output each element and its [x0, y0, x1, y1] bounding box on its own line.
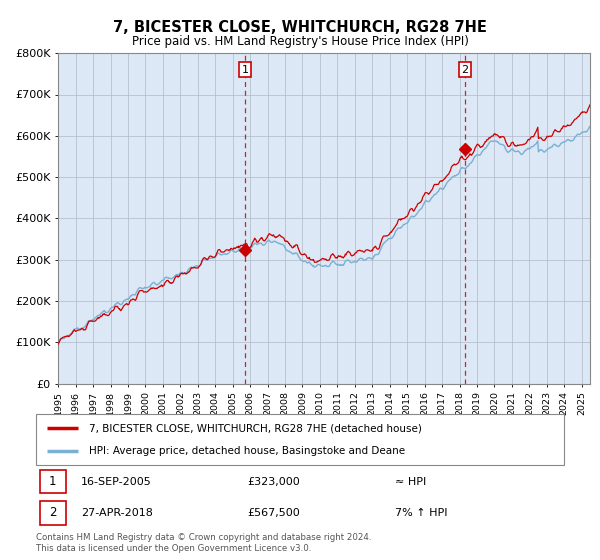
Text: 1: 1 [242, 65, 248, 74]
Text: HPI: Average price, detached house, Basingstoke and Deane: HPI: Average price, detached house, Basi… [89, 446, 405, 456]
Text: £323,000: £323,000 [247, 477, 300, 487]
Text: ≈ HPI: ≈ HPI [395, 477, 426, 487]
Text: 7% ↑ HPI: 7% ↑ HPI [395, 508, 448, 518]
Text: 2: 2 [461, 65, 469, 74]
Text: 1: 1 [49, 475, 56, 488]
Text: 2: 2 [49, 506, 56, 519]
Bar [40, 470, 65, 493]
Text: 27-APR-2018: 27-APR-2018 [81, 508, 153, 518]
Text: 16-SEP-2005: 16-SEP-2005 [81, 477, 152, 487]
Text: £567,500: £567,500 [247, 508, 300, 518]
Text: Contains HM Land Registry data © Crown copyright and database right 2024.
This d: Contains HM Land Registry data © Crown c… [36, 533, 371, 553]
Text: 7, BICESTER CLOSE, WHITCHURCH, RG28 7HE: 7, BICESTER CLOSE, WHITCHURCH, RG28 7HE [113, 20, 487, 35]
Bar [40, 501, 65, 525]
Text: Price paid vs. HM Land Registry's House Price Index (HPI): Price paid vs. HM Land Registry's House … [131, 35, 469, 48]
Text: 7, BICESTER CLOSE, WHITCHURCH, RG28 7HE (detached house): 7, BICESTER CLOSE, WHITCHURCH, RG28 7HE … [89, 423, 422, 433]
